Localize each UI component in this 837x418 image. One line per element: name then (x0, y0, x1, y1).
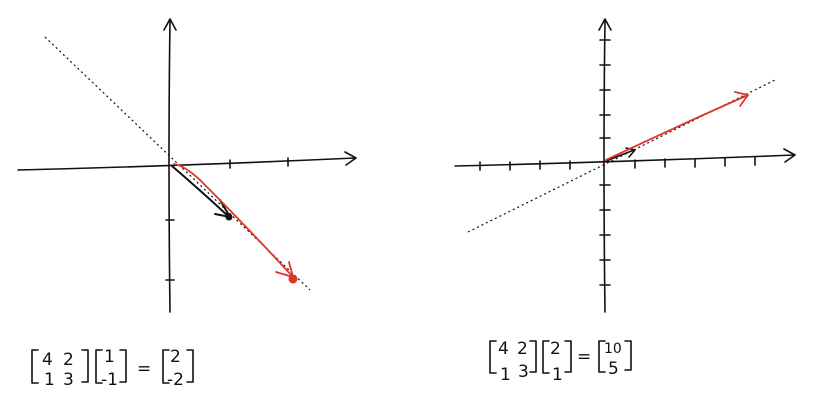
right-equation: 4 2 1 3 2 1 = 10 5 (489, 339, 632, 385)
left-matrix-a12: 2 (63, 350, 74, 370)
left-matrix-a11: 4 (42, 350, 53, 370)
right-result-1: 10 (604, 341, 622, 357)
left-output-dot (288, 274, 298, 284)
right-x-axis (454, 148, 796, 167)
right-vector-1: 2 (550, 339, 561, 359)
right-result-2: 5 (608, 359, 619, 379)
left-equals: = (137, 359, 151, 379)
right-ticks (479, 39, 756, 286)
right-output-vector (605, 91, 749, 161)
left-result-1: 2 (170, 347, 181, 367)
right-input-vector (605, 147, 636, 162)
right-equals: = (577, 347, 591, 367)
left-vector-1: 1 (104, 347, 115, 367)
left-x-axis (17, 151, 357, 171)
left-vector-2: -1 (101, 370, 118, 390)
right-matrix-a12: 2 (517, 339, 528, 359)
left-y-axis (163, 18, 177, 313)
left-matrix-a21: 1 (44, 370, 55, 390)
right-matrix-a22: 3 (518, 362, 529, 382)
right-plot (454, 18, 796, 313)
left-input-dot (225, 213, 233, 221)
left-plot (17, 18, 357, 313)
right-y-axis (598, 18, 612, 313)
left-output-vector (173, 163, 294, 278)
left-matrix-a22: 3 (63, 370, 74, 390)
right-matrix-a21: 1 (500, 365, 511, 385)
left-result-2: -2 (167, 370, 184, 390)
left-ticks (165, 157, 289, 281)
right-matrix-a11: 4 (498, 339, 509, 359)
left-input-vector (171, 165, 231, 218)
right-vector-2: 1 (552, 365, 563, 385)
left-equation: 4 2 1 3 1 -1 = 2 -2 (31, 347, 194, 390)
